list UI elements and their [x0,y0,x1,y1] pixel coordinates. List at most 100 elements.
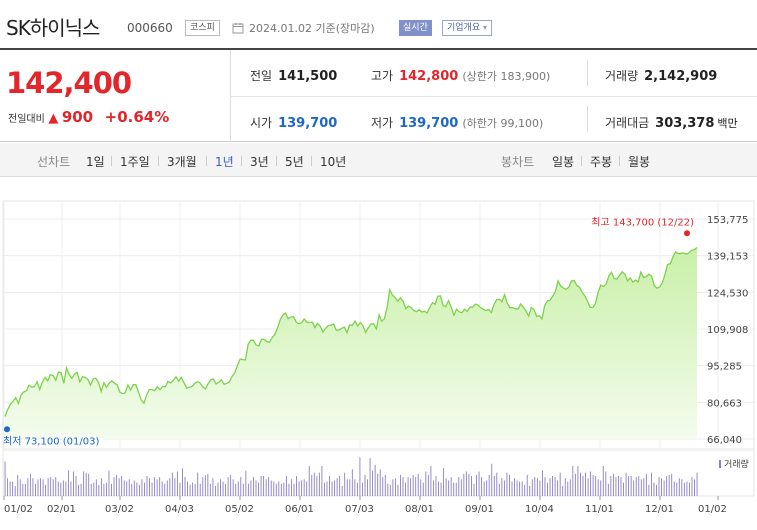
volume-bar [389,484,391,496]
period-3y[interactable]: 3년 [250,155,269,169]
volume-bar [696,472,698,496]
volume-bar [50,477,52,496]
volume-bar [80,483,82,496]
prev-close-label: 전일 [250,69,273,83]
volume-bar [536,478,538,496]
volume-bar [656,484,657,496]
volume-bar [22,483,24,496]
amount-unit: 백만 [717,117,738,130]
volume-bar [29,473,31,496]
open-value: 139,700 [278,116,338,131]
market-badge: 코스피 [185,20,220,36]
volume-bar [192,482,194,496]
volume-bar [278,481,280,496]
y-tick-label: 95,285 [707,362,742,373]
volume-legend-icon [719,460,721,468]
volume-bar [207,473,209,496]
volume-bar [417,473,419,496]
volume-bar [45,484,47,496]
volume-bar [412,474,414,496]
volume-bar [488,474,490,496]
period-1y[interactable]: 1년 [215,155,234,169]
y-tick-label: 124,530 [707,288,748,299]
volume-bar [648,484,650,496]
volume-bar [121,476,123,496]
x-tick-label: 09/01 [465,504,494,515]
volume-bar [694,479,695,496]
volume-bar [463,473,465,496]
volume-bar [369,458,371,496]
volume-bar [253,477,254,496]
period-1d[interactable]: 1일 [86,155,105,169]
volume-bar [88,473,90,496]
volume-bar [93,482,95,496]
volume-bar [612,473,614,496]
volume-bar [630,476,632,496]
volume-bar [301,480,303,496]
amount-value: 303,378 [655,116,715,131]
volume-bar [410,478,412,496]
volume-bar [671,473,673,496]
volume-bar [673,481,675,496]
volume-bar [255,480,257,496]
volume-bar [501,478,503,496]
volume-bar [40,478,41,496]
volume-bar [367,479,368,496]
volume-bar [516,480,518,496]
volume-bar [364,474,366,496]
x-tick-label: 11/01 [585,504,614,515]
divider [587,106,588,132]
volume-bar [308,466,310,496]
volume-bar [156,479,158,496]
volume-bar [554,477,556,496]
volume-bar [169,478,171,496]
volume-bar [658,477,660,496]
prev-close-value: 141,500 [278,69,338,84]
x-tick-label: 03/02 [105,504,134,515]
period-5y[interactable]: 5년 [285,155,304,169]
volume-bar [149,478,150,496]
volume-bar [394,478,396,496]
candle-daily[interactable]: 일봉 [552,155,575,169]
volume-bar [681,479,683,496]
volume-label: 거래량 [605,69,639,83]
volume-bar [562,486,564,496]
volume-bar [113,477,115,496]
volume-bar [678,478,680,496]
volume-bar [607,483,609,496]
volume-bar [450,477,452,496]
volume-bar [384,474,386,496]
volume-bar [377,473,379,496]
volume-bar [549,478,551,496]
y-axis: 153,775 139,153 124,530 109,908 95,285 80,663… [707,215,748,446]
candle-monthly[interactable]: 월봉 [628,155,651,169]
period-3m[interactable]: 3개월 [167,155,197,169]
volume-frame [2,450,755,497]
candle-weekly[interactable]: 주봉 [590,155,613,169]
period-10y[interactable]: 10년 [320,155,347,169]
volume-bar [526,474,528,496]
line-chart-label: 선차트 [37,155,71,169]
volume-bar [481,477,483,496]
realtime-button[interactable]: 실시간 [399,20,432,36]
volume-bar [100,478,102,496]
volume-bar [650,472,652,496]
volume-bar [514,478,515,496]
volume-bar [643,478,645,496]
volume-bar [42,479,44,496]
volume-bar [478,471,480,496]
volume-bar [438,481,439,496]
x-tick-label: 01/02 [698,504,727,515]
volume-bar [65,481,67,496]
volume-bar [214,486,216,496]
volume-bar [306,481,308,496]
volume-bar [126,481,128,496]
volume-bar [237,481,239,496]
volume-bar [329,476,330,496]
volume-bar [141,479,143,496]
period-1w[interactable]: 1주일 [120,155,150,169]
company-overview-button[interactable]: 기업개요 ▾ [442,20,493,36]
volume-bar [585,472,586,496]
volume-bar [471,476,472,496]
volume-bar [448,480,450,496]
